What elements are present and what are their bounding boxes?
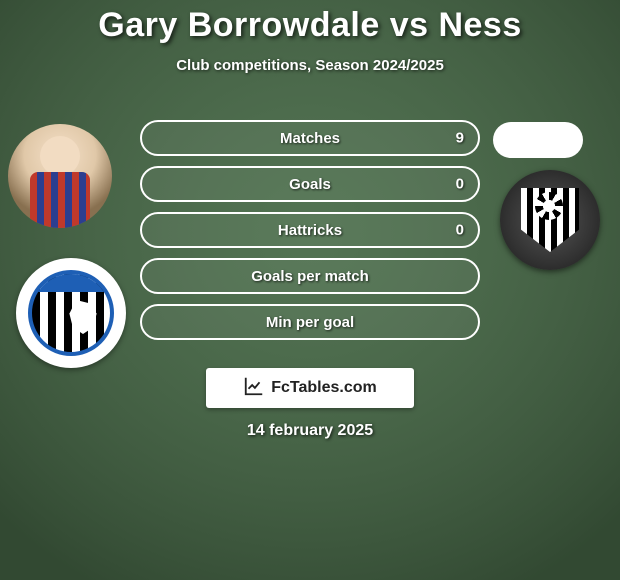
stat-label: Matches: [280, 130, 340, 147]
player-photo-left: [8, 124, 112, 228]
stat-label: Min per goal: [266, 314, 354, 331]
stat-value: 0: [456, 222, 464, 239]
watermark-link[interactable]: FcTables.com: [206, 368, 414, 408]
page-title: Gary Borrowdale vs Ness: [0, 0, 620, 45]
chart-icon: [243, 375, 265, 402]
stat-row-hattricks: Hattricks 0: [140, 212, 480, 248]
stats-area: Matches 9 Goals 0 Hattricks 0 Goals per …: [140, 120, 480, 350]
stat-value: 9: [456, 130, 464, 147]
club-badge-left: [16, 258, 126, 368]
stat-row-min-per-goal: Min per goal: [140, 304, 480, 340]
generation-date: 14 february 2025: [247, 422, 373, 440]
stat-value: 0: [456, 176, 464, 193]
side-pill-right: [493, 122, 583, 158]
club-badge-right: [500, 170, 600, 270]
stat-row-goals-per-match: Goals per match: [140, 258, 480, 294]
stat-label: Goals: [289, 176, 331, 193]
stat-label: Hattricks: [278, 222, 342, 239]
subheader-season: Club competitions, Season 2024/2025: [0, 57, 620, 74]
stat-row-goals: Goals 0: [140, 166, 480, 202]
watermark-text: FcTables.com: [271, 379, 377, 397]
stat-row-matches: Matches 9: [140, 120, 480, 156]
stat-label: Goals per match: [251, 268, 369, 285]
